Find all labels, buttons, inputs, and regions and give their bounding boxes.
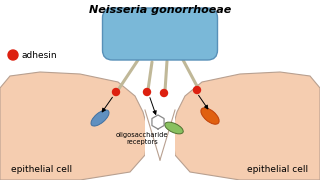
Polygon shape bbox=[0, 72, 148, 180]
Circle shape bbox=[194, 87, 201, 93]
Circle shape bbox=[8, 50, 18, 60]
Ellipse shape bbox=[165, 122, 183, 134]
Circle shape bbox=[161, 89, 167, 96]
Text: oligosaccharide
receptors: oligosaccharide receptors bbox=[116, 132, 168, 145]
Text: epithelial cell: epithelial cell bbox=[247, 165, 308, 174]
Polygon shape bbox=[172, 72, 320, 180]
Circle shape bbox=[113, 89, 119, 96]
Circle shape bbox=[143, 89, 150, 96]
Ellipse shape bbox=[91, 110, 109, 126]
Text: Neisseria gonorrhoeae: Neisseria gonorrhoeae bbox=[89, 5, 231, 15]
Polygon shape bbox=[145, 110, 175, 180]
Ellipse shape bbox=[201, 108, 219, 124]
Text: epithelial cell: epithelial cell bbox=[12, 165, 73, 174]
Text: adhesin: adhesin bbox=[22, 51, 58, 60]
FancyBboxPatch shape bbox=[102, 8, 218, 60]
